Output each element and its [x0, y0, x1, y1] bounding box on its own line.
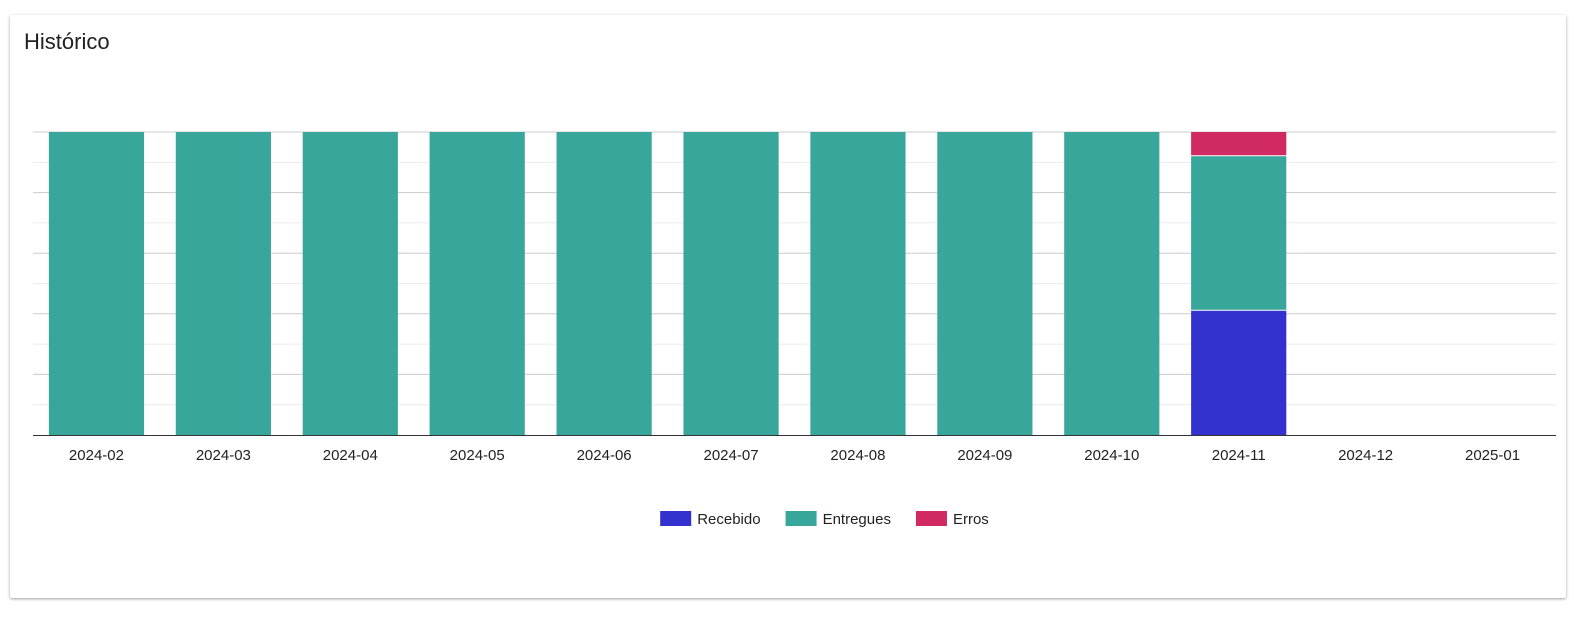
- chart-bars: [48, 132, 1287, 435]
- legend-item-recebido[interactable]: Recebido: [660, 511, 761, 528]
- bar-entregues-2024-08[interactable]: [810, 132, 906, 435]
- legend-swatch: [785, 511, 817, 526]
- legend-swatch: [660, 511, 692, 526]
- legend-label: Recebido: [697, 511, 760, 528]
- x-tick-label: 2025-01: [1465, 447, 1520, 464]
- bar-recebido-2024-11[interactable]: [1191, 310, 1287, 435]
- chart-gridlines: [33, 131, 1556, 406]
- x-tick-label: 2024-10: [1084, 447, 1139, 464]
- x-tick-label: 2024-07: [704, 447, 759, 464]
- chart-x-axis: 2024-02 2024-03 2024-04 2024-05 2024-06 2024-…: [33, 435, 1556, 464]
- x-tick-label: 2024-03: [196, 447, 251, 464]
- bar-entregues-2024-04[interactable]: [302, 132, 398, 435]
- bar-entregues-2024-06[interactable]: [556, 132, 652, 435]
- bar-entregues-2024-02[interactable]: [48, 132, 145, 435]
- x-tick-label: 2024-02: [69, 447, 124, 464]
- x-tick-label: 2024-12: [1338, 447, 1393, 464]
- history-chart: 2024-02 2024-03 2024-04 2024-05 2024-06 2024-…: [33, 131, 1556, 528]
- x-tick-label: 2024-06: [577, 447, 632, 464]
- x-tick-label: 2024-09: [957, 447, 1012, 464]
- x-tick-label: 2024-08: [830, 447, 885, 464]
- legend-item-entregues[interactable]: Entregues: [785, 511, 891, 528]
- bar-entregues-2024-09[interactable]: [937, 132, 1033, 435]
- legend-label: Erros: [953, 511, 989, 528]
- bar-entregues-2024-11[interactable]: [1191, 156, 1287, 310]
- bar-entregues-2024-10[interactable]: [1064, 132, 1160, 435]
- x-tick-label: 2024-04: [323, 447, 378, 464]
- card-title: Histórico: [24, 29, 110, 54]
- history-card: Histórico 2024-02 2024-03 2024-04 2024-05 20…: [10, 15, 1566, 598]
- bar-entregues-2024-03[interactable]: [175, 132, 271, 435]
- bar-erros-2024-11[interactable]: [1191, 132, 1287, 156]
- legend-label: Entregues: [823, 511, 891, 528]
- legend-item-erros[interactable]: Erros: [915, 511, 989, 528]
- x-tick-label: 2024-05: [450, 447, 505, 464]
- bar-entregues-2024-07[interactable]: [683, 132, 779, 435]
- legend-swatch: [915, 511, 947, 526]
- x-tick-label: 2024-11: [1212, 447, 1266, 464]
- chart-legend[interactable]: Recebido Entregues Erros: [660, 511, 989, 528]
- bar-entregues-2024-05[interactable]: [429, 132, 525, 435]
